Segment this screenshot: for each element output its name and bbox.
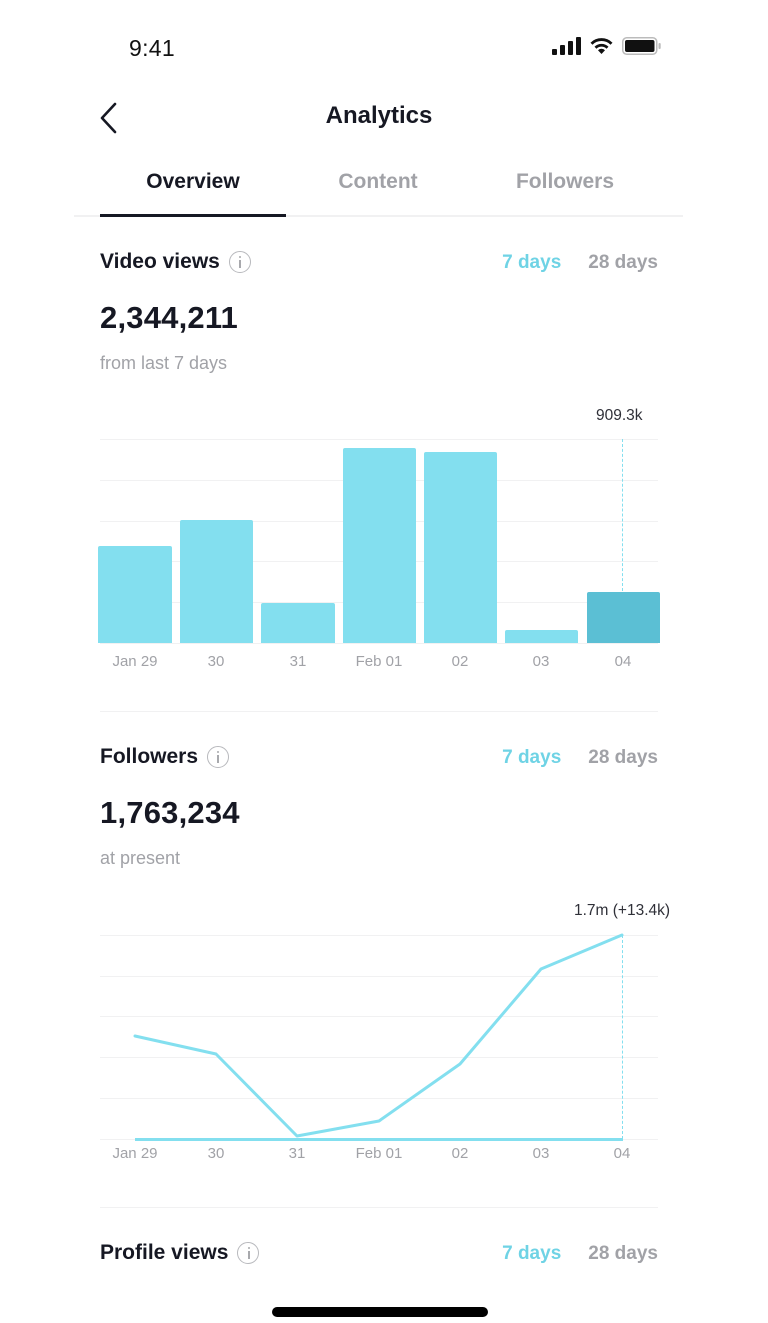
- gridline: [100, 935, 658, 936]
- x-label: 04: [614, 653, 632, 670]
- gridline: [100, 1016, 658, 1017]
- followers-range-toggle: 7 days 28 days: [502, 747, 658, 769]
- status-bar: 9:41: [0, 0, 768, 90]
- bar-jan-31[interactable]: [261, 603, 335, 643]
- tab-bar: Overview Content Followers: [74, 160, 683, 217]
- status-icons: [552, 37, 662, 55]
- video-views-section: Video views 7 days 28 days 2,344,211 fro…: [98, 250, 660, 680]
- active-tab-indicator: [100, 214, 286, 217]
- info-icon[interactable]: [207, 746, 230, 768]
- followers-line: [133, 933, 624, 1138]
- x-label: 31: [288, 1145, 306, 1162]
- gridline: [100, 439, 658, 440]
- bar-jan-30[interactable]: [180, 520, 253, 643]
- x-label: 02: [451, 1145, 469, 1162]
- bar-jan-29[interactable]: [98, 546, 172, 643]
- followers-line-chart: 1.7m (+13.4k) Jan 29 30 31 Feb 01 02 03 …: [100, 900, 670, 1170]
- gridline: [100, 976, 658, 977]
- followers-total: 1,763,234: [100, 795, 240, 830]
- range-7-days[interactable]: 7 days: [502, 1243, 562, 1264]
- range-28-days[interactable]: 28 days: [588, 1243, 658, 1264]
- x-label: Jan 29: [112, 653, 158, 670]
- profile-views-range-toggle: 7 days 28 days: [502, 1243, 658, 1265]
- section-divider: [100, 711, 658, 712]
- info-icon[interactable]: [228, 251, 251, 273]
- x-label: 30: [207, 653, 225, 670]
- x-label: Jan 29: [112, 1145, 158, 1162]
- video-views-total: 2,344,211: [100, 300, 239, 335]
- bar-feb-04-selected[interactable]: [587, 592, 660, 643]
- video-views-caption: from last 7 days: [100, 353, 228, 373]
- tab-followers[interactable]: Followers: [515, 170, 615, 193]
- battery-icon: [622, 37, 661, 55]
- info-icon[interactable]: [237, 1242, 260, 1264]
- status-time: 9:41: [129, 35, 175, 61]
- range-28-days[interactable]: 28 days: [588, 252, 658, 273]
- gridline: [100, 1057, 658, 1058]
- video-views-header: Video views 7 days 28 days: [100, 250, 658, 282]
- chevron-left-icon: [100, 102, 117, 134]
- profile-views-section: Profile views 7 days 28 days: [100, 1241, 658, 1281]
- section-divider: [100, 1207, 658, 1208]
- chart-selected-value: 909.3k: [596, 407, 643, 424]
- selection-dashed-line: [622, 935, 623, 1139]
- page-title: Analytics: [325, 102, 433, 129]
- followers-line-series: [133, 933, 624, 1141]
- back-button[interactable]: [98, 98, 128, 138]
- video-views-title: Video views: [100, 250, 251, 274]
- followers-header: Followers 7 days 28 days: [100, 745, 658, 777]
- x-label: 04: [613, 1145, 631, 1162]
- x-label: Feb 01: [355, 653, 403, 670]
- gridline: [100, 1098, 658, 1099]
- x-label: 03: [532, 653, 550, 670]
- followers-section: Followers 7 days 28 days 1,763,234 at pr…: [100, 745, 670, 1175]
- followers-title-text: Followers: [100, 745, 199, 768]
- gridline-baseline: [100, 643, 658, 644]
- wifi-icon: [590, 38, 613, 54]
- tab-content[interactable]: Content: [338, 170, 418, 193]
- tab-overview[interactable]: Overview: [146, 170, 240, 193]
- chart-selected-value: 1.7m (+13.4k): [574, 902, 671, 919]
- nav-bar: Analytics: [0, 90, 768, 146]
- video-views-bar-chart: 909.3k Jan 29 30 31 Feb 01 02 03 04: [98, 405, 660, 675]
- cellular-signal-icon: [552, 37, 581, 55]
- followers-title: Followers: [100, 745, 230, 769]
- x-label: 03: [532, 1145, 550, 1162]
- x-label: Feb 01: [355, 1145, 403, 1162]
- selection-dashed-line: [622, 439, 623, 591]
- range-7-days[interactable]: 7 days: [502, 252, 562, 273]
- profile-views-header: Profile views 7 days 28 days: [100, 1241, 658, 1273]
- profile-views-title-text: Profile views: [100, 1241, 229, 1264]
- x-label: 30: [207, 1145, 225, 1162]
- bar-feb-03[interactable]: [505, 630, 578, 643]
- video-views-range-toggle: 7 days 28 days: [502, 252, 658, 274]
- followers-caption: at present: [100, 848, 181, 868]
- x-label: 02: [451, 653, 469, 670]
- video-views-title-text: Video views: [100, 250, 220, 273]
- home-indicator[interactable]: [272, 1307, 488, 1317]
- profile-views-title: Profile views: [100, 1241, 260, 1265]
- range-7-days[interactable]: 7 days: [502, 747, 562, 768]
- x-label: 31: [289, 653, 307, 670]
- bar-feb-02[interactable]: [424, 452, 497, 643]
- bar-feb-01[interactable]: [343, 448, 416, 643]
- range-28-days[interactable]: 28 days: [588, 747, 658, 768]
